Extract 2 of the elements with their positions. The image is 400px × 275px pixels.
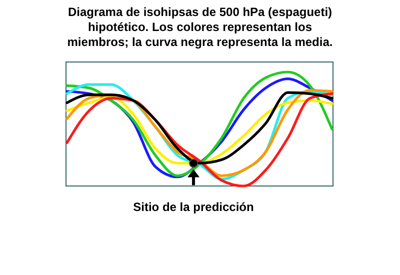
chart-title: Diagrama de isohipsas de 500 hPa (espagueti) hipotético. Los colores representan los miembros; la curva negra representa la media. xyxy=(67,5,333,49)
text: Sitio de la predicción xyxy=(133,200,254,214)
